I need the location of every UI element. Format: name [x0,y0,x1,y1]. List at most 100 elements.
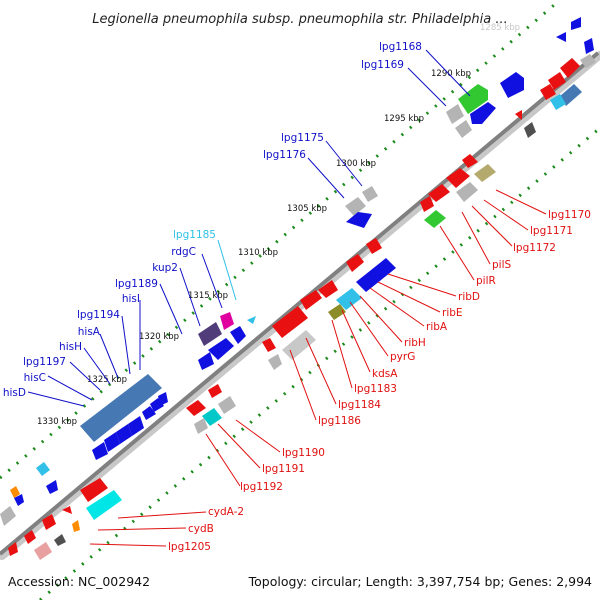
gene-label[interactable]: lpg1194 [77,309,120,321]
connector-line [331,319,353,389]
connector-line [305,337,337,405]
connector-line [289,349,317,421]
connector-line [27,391,85,407]
gene-label[interactable]: hisA [78,326,101,338]
inner-dotted-line [39,126,600,600]
forward-gene [198,352,214,370]
forward-gene [446,104,464,124]
reverse-gene [336,288,362,310]
gene-label[interactable]: ribE [442,307,463,319]
forward-gene [500,72,524,98]
reverse-gene [54,534,66,546]
reverse-gene [420,196,434,212]
gene-label[interactable]: cydB [188,523,214,535]
forward-gene [10,486,20,498]
gene-label[interactable]: lpg1192 [240,481,283,493]
gene-label[interactable]: lpg1183 [354,383,397,395]
reverse-gene [282,330,316,360]
scale-label: 1290 kbp [431,69,471,79]
gene-label[interactable]: lpg1168 [379,41,422,53]
connector-line [47,375,93,401]
gene-label[interactable]: pilR [476,275,496,287]
gene-label[interactable]: ribA [426,321,448,333]
gene-label[interactable]: lpg1191 [262,463,305,475]
forward-gene [92,442,108,460]
forward-gene [455,120,472,138]
connector-line [235,419,281,453]
connector-line [341,309,371,373]
gene-label[interactable]: lpg1169 [361,59,404,71]
gene-label[interactable]: lpg1175 [281,132,324,144]
reverse-gene [474,164,496,182]
gene-label[interactable]: pilS [492,259,511,271]
accession-text: Accession: NC_002942 [8,574,150,589]
gene-label[interactable]: lpg1170 [548,209,591,221]
scale-label: 1310 kbp [238,248,278,258]
reverse-gene [194,418,208,434]
forward-gene [346,212,372,228]
gene-label[interactable]: lpg1186 [318,415,361,427]
scale-label: 1295 kbp [384,114,424,124]
forward-gene [571,17,581,30]
gene-label[interactable]: lpg1205 [168,541,211,553]
connector-line [99,333,119,379]
reverse-gene [560,58,580,78]
gene-label[interactable]: hisI [122,293,140,305]
gene-label[interactable]: lpg1197 [23,356,66,368]
connector-line-highlight [217,239,237,301]
gene-label[interactable]: hisC [24,372,46,384]
gene-label[interactable]: lpg1171 [530,225,573,237]
forward-gene [247,316,256,324]
forward-gene [458,84,488,114]
reverse-gene [540,84,556,100]
gene-label[interactable]: lpg1184 [338,399,381,411]
connector-line [377,281,441,313]
reverse-gene [72,520,80,532]
reverse-gene [34,542,52,560]
connector-line [461,211,491,265]
reverse-gene [262,338,276,352]
forward-gene-labels: lpg1168 lpg1169 lpg1175 lpg1176 lpg1185 … [3,41,422,399]
gene-label[interactable]: hisH [59,341,82,353]
reverse-gene [208,384,222,398]
reverse-gene [300,290,322,310]
connector-line [205,433,241,487]
gene-label[interactable]: lpg1185 [173,229,216,241]
reverse-gene [62,506,72,514]
reverse-gene [218,396,236,414]
reverse-gene [356,258,396,292]
connector-line [83,347,111,385]
gene-label[interactable]: ribD [458,291,480,303]
gene-label[interactable]: lpg1176 [263,149,306,161]
scale-label: 1305 kbp [287,204,327,214]
reverse-gene [272,306,308,338]
connector-line [359,295,403,343]
gene-label[interactable]: lpg1172 [513,242,556,254]
forward-gene [104,432,120,452]
gene-label[interactable]: pyrG [390,351,415,363]
gene-label[interactable]: kup2 [152,262,178,274]
gene-label[interactable]: lpg1189 [115,278,158,290]
gene-label[interactable]: hisD [3,387,26,399]
reverse-gene [318,280,338,298]
forward-gene [128,416,144,436]
forward-connectors [27,49,471,407]
gene-label[interactable]: lpg1190 [282,447,325,459]
gene-label[interactable]: cydA-2 [208,506,244,518]
connector-line [117,511,207,519]
forward-gene [470,102,496,124]
gene-label[interactable]: ribH [404,337,426,349]
reverse-gene [456,182,478,202]
forward-genes [0,17,594,526]
connector-line [483,199,529,231]
gene-label[interactable]: rdgC [171,246,196,258]
gene-label[interactable]: kdsA [372,368,398,380]
reverse-gene [462,154,478,168]
forward-gene [220,312,234,330]
connector-line [425,49,471,97]
summary-text: Topology: circular; Length: 3,397,754 bp… [248,574,592,589]
forward-gene [208,338,234,360]
forward-gene [80,374,162,442]
reverse-gene [524,122,536,138]
